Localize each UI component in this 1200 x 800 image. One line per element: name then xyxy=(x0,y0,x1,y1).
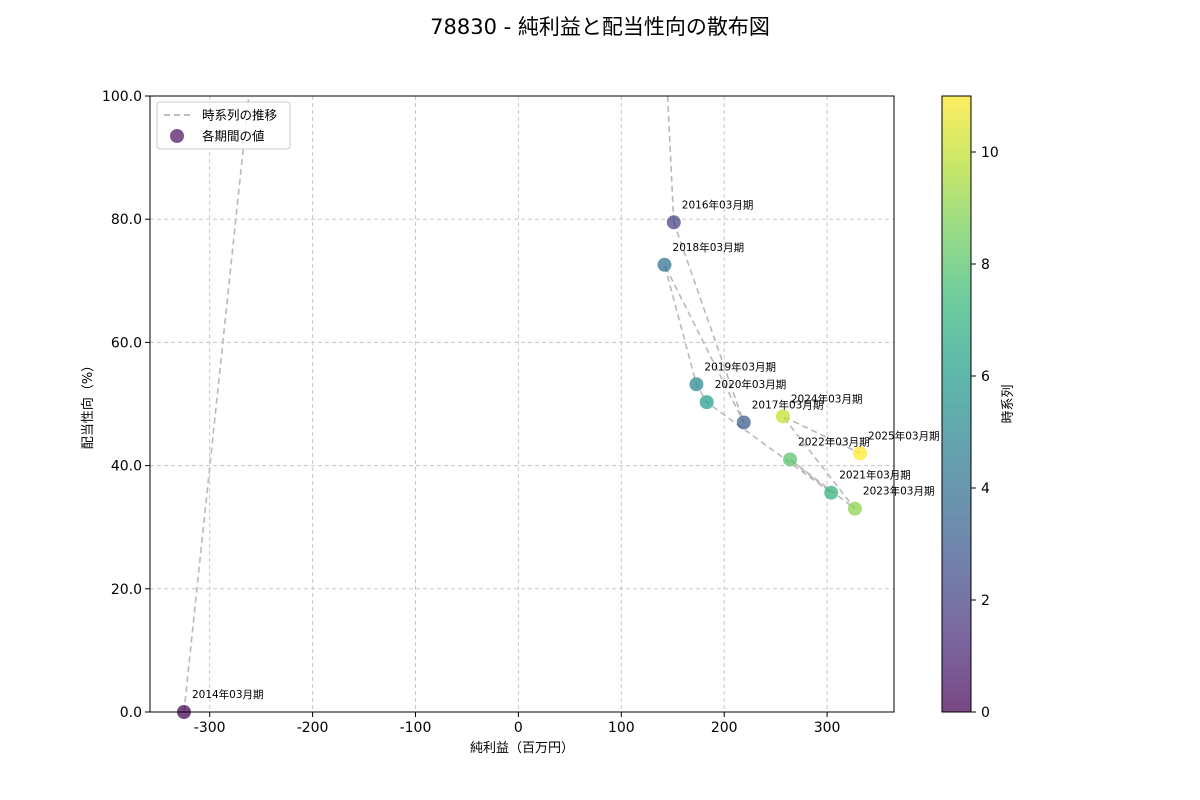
data-point xyxy=(847,501,862,516)
x-tick-label: 100 xyxy=(608,720,635,736)
point-label: 2016年03月期 xyxy=(682,198,754,211)
point-label: 2018年03月期 xyxy=(673,241,745,254)
data-point xyxy=(699,395,714,410)
data-point xyxy=(689,377,704,392)
x-axis-label: 純利益（百万円） xyxy=(470,741,574,756)
y-tick-label: 60.0 xyxy=(111,335,142,351)
colorbar-tick-label: 4 xyxy=(981,481,990,497)
legend-marker-swatch xyxy=(170,129,184,143)
legend-box xyxy=(156,101,291,150)
colorbar-label: 時系列 xyxy=(1001,384,1016,423)
colorbar-tick-label: 10 xyxy=(981,145,999,161)
colorbar-tick-label: 2 xyxy=(981,593,990,609)
data-point xyxy=(657,257,672,272)
point-label: 2019年03月期 xyxy=(704,360,776,373)
point-label: 2017年03月期 xyxy=(752,398,824,411)
colorbar-gradient xyxy=(942,96,971,712)
trend-segment xyxy=(666,96,675,223)
y-axis-label: 配当性向（%） xyxy=(80,359,96,449)
colorbar-tick-label: 8 xyxy=(981,257,990,273)
point-label: 2024年03月期 xyxy=(791,392,863,405)
point-label: 2023年03月期 xyxy=(863,485,935,498)
colorbar-tick-label: 6 xyxy=(981,369,990,385)
data-point xyxy=(783,452,798,467)
point-label: 2022年03月期 xyxy=(798,435,870,448)
point-label: 2025年03月期 xyxy=(868,429,940,442)
x-tick-label: 300 xyxy=(814,720,841,736)
y-tick-label: 20.0 xyxy=(111,582,142,598)
data-points xyxy=(176,215,868,719)
y-tick-label: 100.0 xyxy=(102,89,142,105)
data-point xyxy=(736,415,751,430)
colorbar-frame xyxy=(941,95,972,713)
grid xyxy=(150,95,894,712)
x-tick-label: -100 xyxy=(400,720,432,736)
point-label: 2020年03月期 xyxy=(715,378,787,391)
y-axis-ticks: 0.0 20.0 40.0 60.0 80.0 100.0 xyxy=(102,89,150,721)
colorbar: 0 2 4 6 8 10 時系列 xyxy=(941,95,1016,721)
x-tick-label: -200 xyxy=(297,720,329,736)
point-labels: 2014年03月期 2016年03月期 2017年03月期 2018年03月期 2019… xyxy=(192,198,940,701)
y-tick-label: 0.0 xyxy=(120,705,142,721)
plot-frame xyxy=(149,95,895,713)
legend-label: 時系列の推移 xyxy=(202,108,277,123)
colorbar-tick-label: 0 xyxy=(981,705,990,721)
x-axis-ticks: -300 -200 -100 0 100 200 300 xyxy=(194,712,841,736)
chart-title: 78830 - 純利益と配当性向の散布図 xyxy=(430,15,770,39)
y-tick-label: 40.0 xyxy=(111,459,142,475)
trend-line xyxy=(183,96,861,712)
point-label: 2014年03月期 xyxy=(192,688,264,701)
x-tick-label: 0 xyxy=(514,720,523,736)
x-tick-label: -300 xyxy=(194,720,226,736)
trend-path xyxy=(663,222,861,510)
x-tick-label: 200 xyxy=(711,720,738,736)
trend-segment xyxy=(183,96,250,712)
y-tick-label: 80.0 xyxy=(111,212,142,228)
data-point xyxy=(775,409,790,424)
data-point xyxy=(824,485,839,500)
legend-label: 各期間の値 xyxy=(202,129,265,144)
point-label: 2021年03月期 xyxy=(839,469,911,482)
data-point xyxy=(853,446,868,461)
data-point xyxy=(666,215,681,230)
